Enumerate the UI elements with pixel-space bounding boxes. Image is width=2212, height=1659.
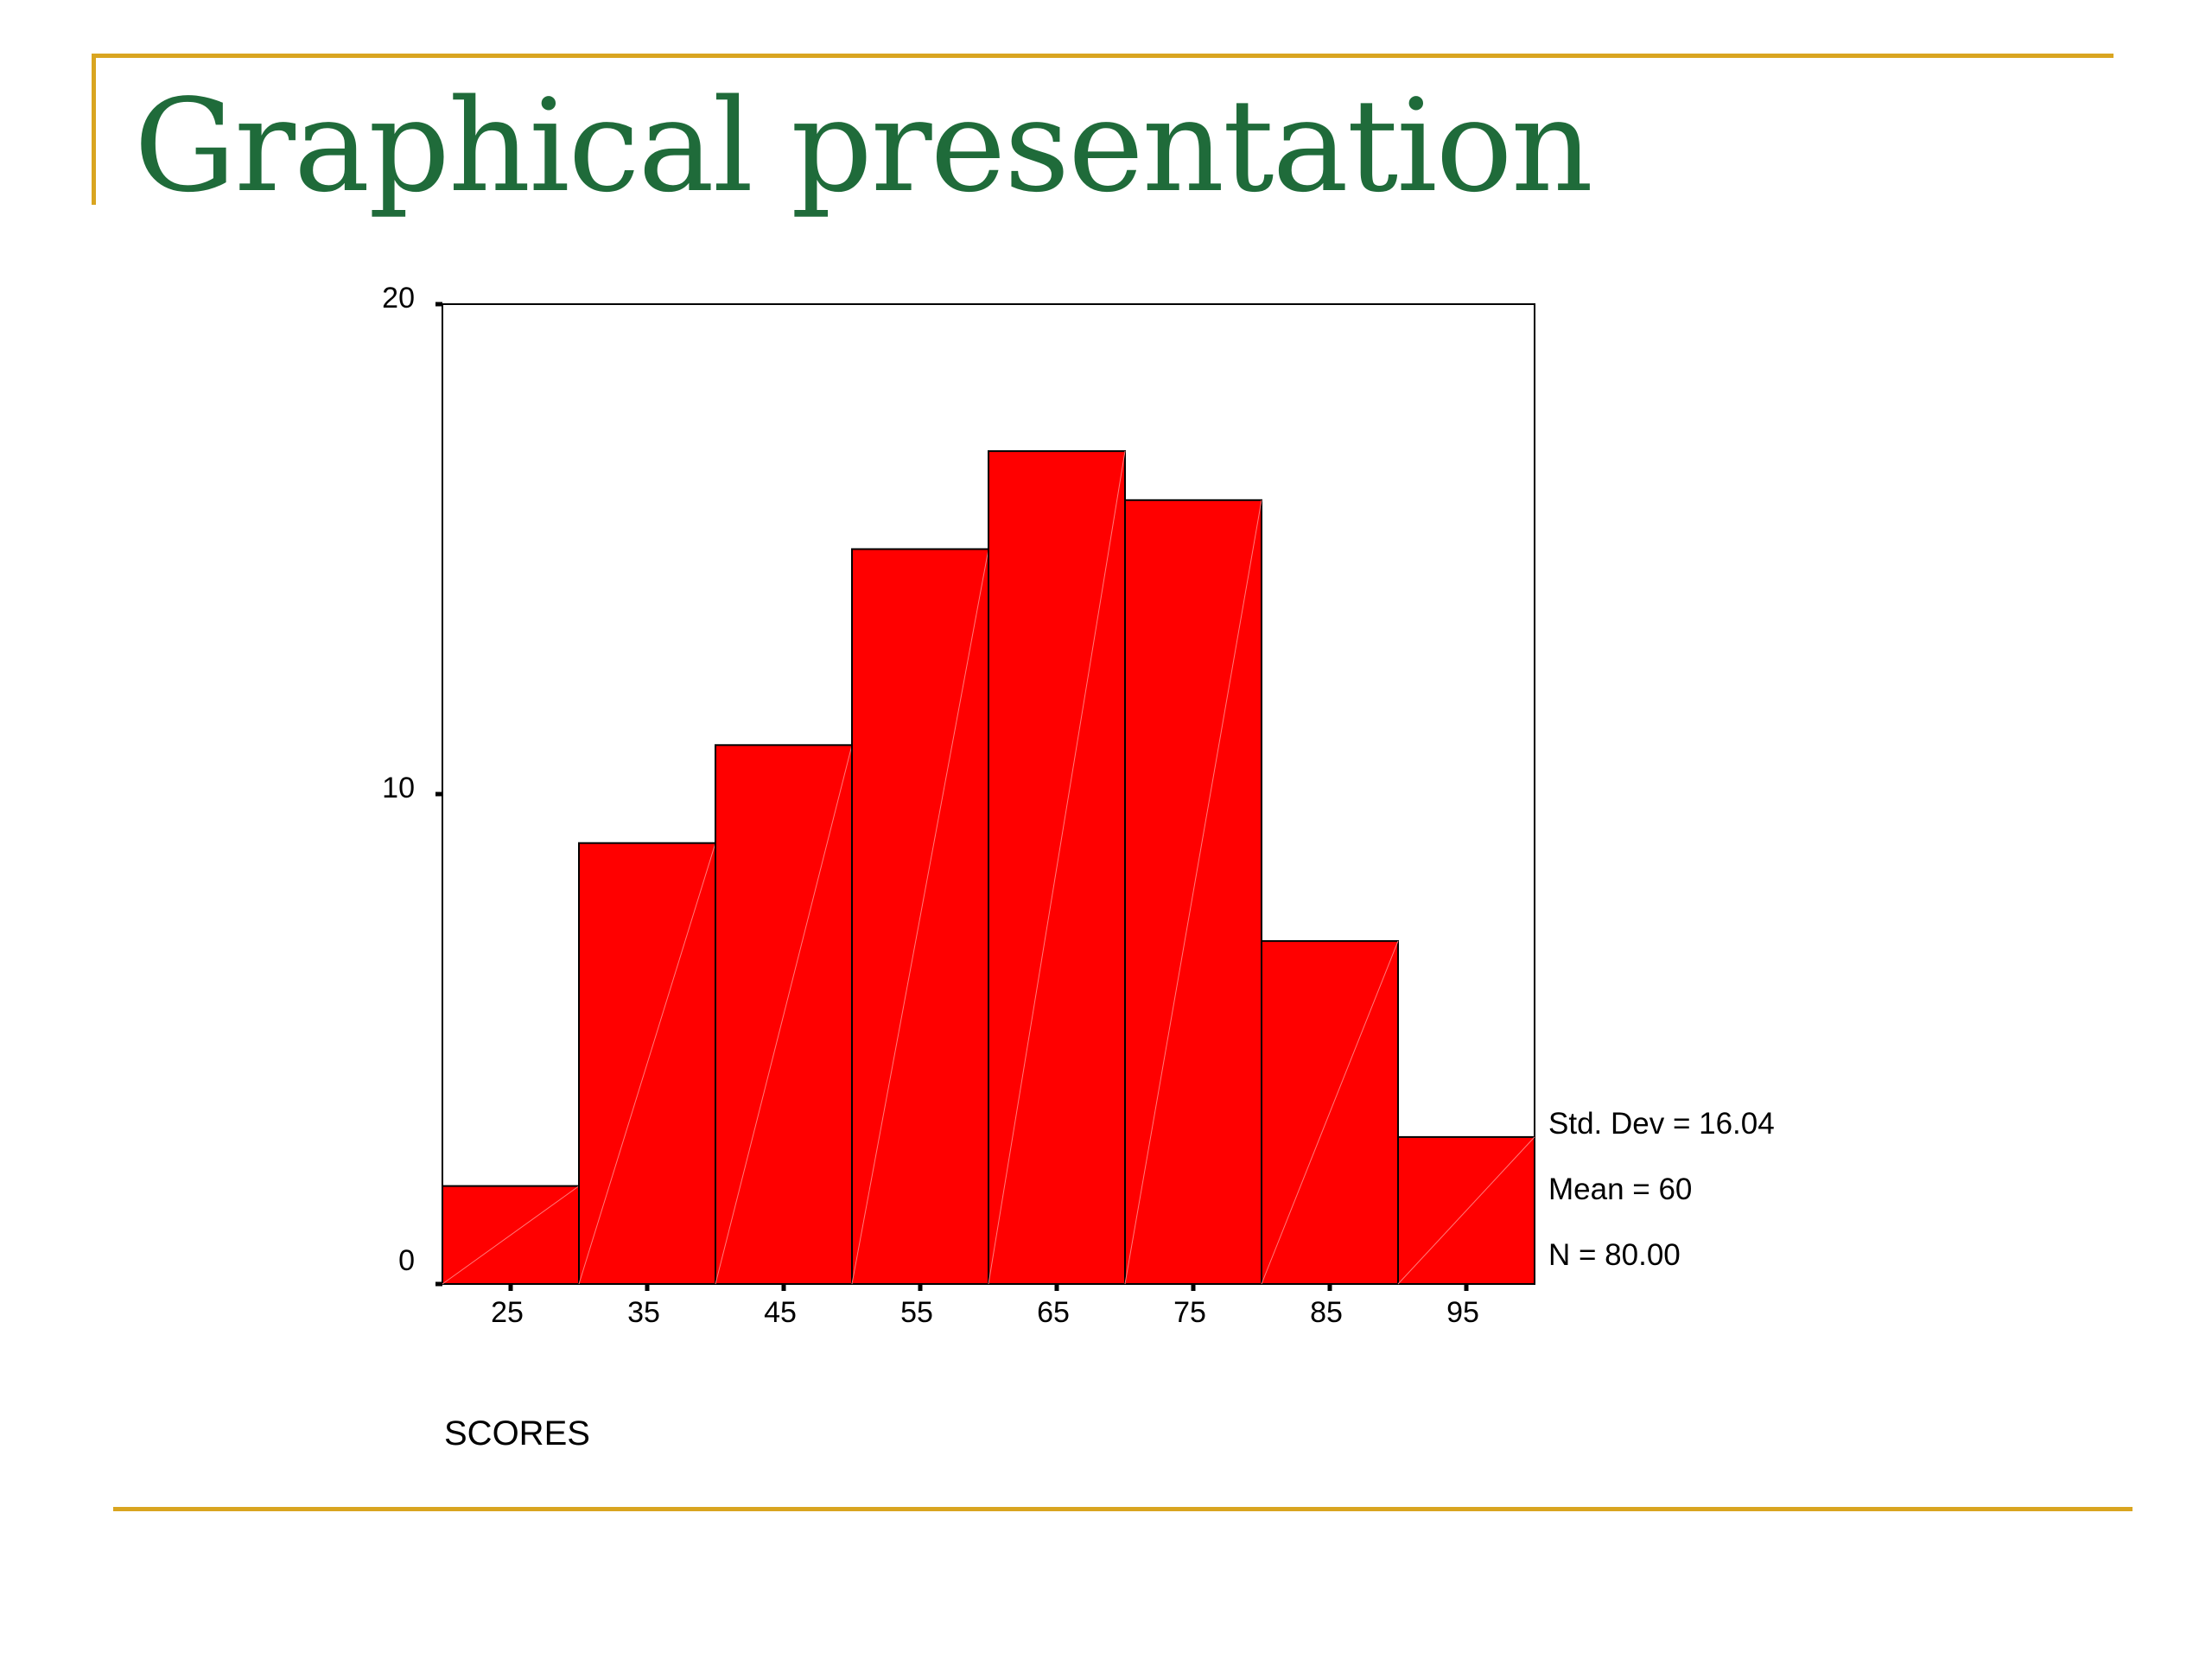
x-axis: 25 35 45 55 65 75 85 95 <box>491 1284 1479 1329</box>
bottom-rule <box>113 1507 2133 1511</box>
bar-diagonal <box>1397 1136 1535 1285</box>
slide-title: Graphical presentation <box>134 72 1593 220</box>
bar-diagonal <box>851 549 989 1285</box>
x-tick-label: 95 <box>1446 1296 1479 1329</box>
bar-diagonal <box>442 1185 580 1285</box>
x-tick-label: 45 <box>764 1296 797 1329</box>
x-tick-label: 35 <box>627 1296 660 1329</box>
y-tick-label: 0 <box>398 1244 415 1277</box>
bar-diagonal <box>1124 499 1262 1285</box>
bar-diagonal <box>578 842 716 1285</box>
bar-diagonal <box>1261 940 1399 1285</box>
bar-diagonal <box>715 745 853 1285</box>
bars-group <box>442 450 1535 1286</box>
stat-n: N = 80.00 <box>1548 1238 1681 1272</box>
bar-diagonal <box>988 451 1126 1285</box>
x-tick-label: 85 <box>1310 1296 1343 1329</box>
stat-std-dev: Std. Dev = 16.04 <box>1548 1107 1775 1141</box>
x-tick-label: 55 <box>900 1296 933 1329</box>
left-rule <box>92 54 96 205</box>
y-tick-label: 20 <box>382 282 415 315</box>
x-axis-label: SCORES <box>444 1414 590 1452</box>
x-tick-label: 65 <box>1037 1296 1070 1329</box>
y-axis: 0 10 20 <box>382 282 442 1287</box>
top-rule <box>92 54 2113 58</box>
x-tick-label: 75 <box>1173 1296 1206 1329</box>
y-tick-label: 10 <box>382 772 415 804</box>
x-tick-label: 25 <box>491 1296 524 1329</box>
stat-mean: Mean = 60 <box>1548 1173 1692 1206</box>
